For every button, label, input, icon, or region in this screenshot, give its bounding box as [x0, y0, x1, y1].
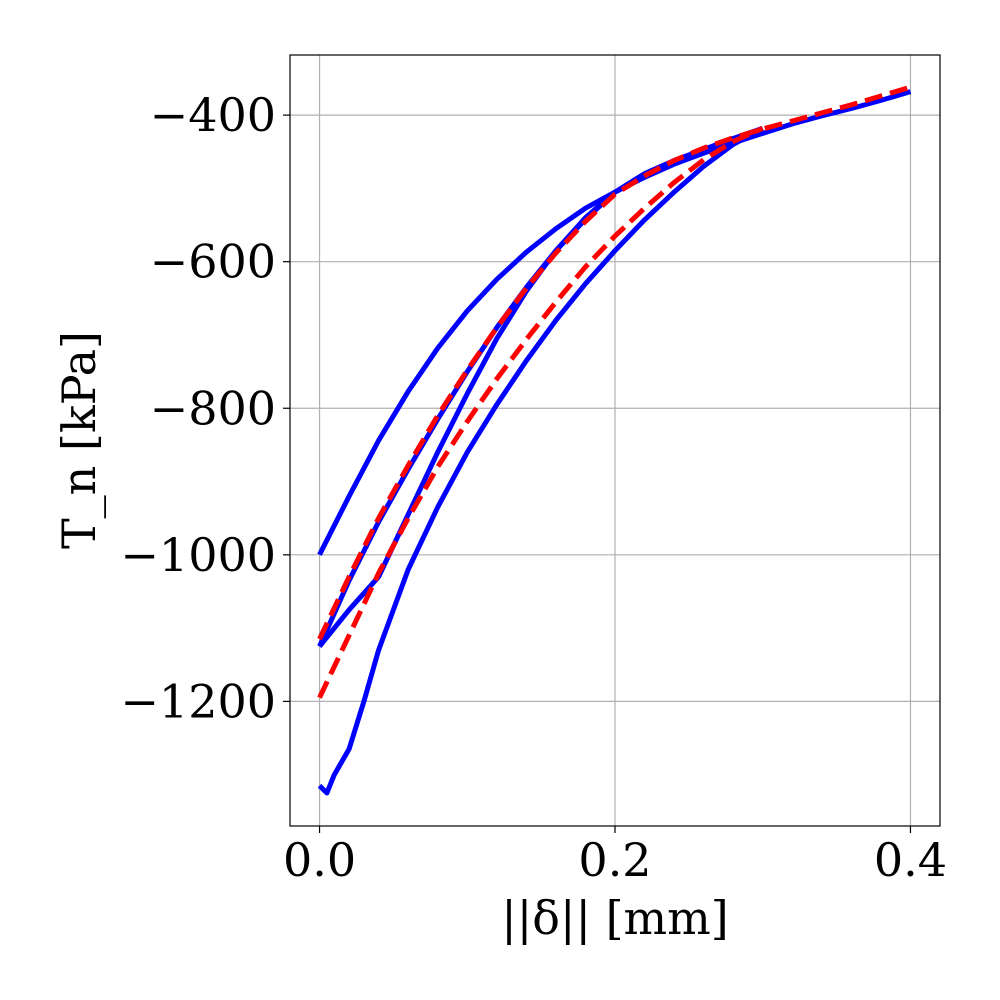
x-axis-label: ||δ|| [mm]: [501, 891, 728, 945]
y-axis-label: T_n [kPa]: [52, 331, 106, 549]
x-tick-label: 0.4: [874, 833, 947, 887]
y-tick-label: −1200: [120, 674, 276, 728]
y-tick-label: −400: [150, 88, 276, 142]
x-tick-labels: 0.0 0.2 0.4: [283, 833, 947, 887]
y-tick-label: −600: [150, 235, 276, 289]
blue-series-line: [317, 126, 764, 796]
tick-marks: [283, 114, 912, 833]
y-tick-labels: −400 −600 −800 −1000 −1200: [120, 88, 276, 728]
red-dashed-series-line: [317, 84, 912, 641]
y-tick-label: −1000: [120, 528, 276, 582]
red-dashed-series-line: [317, 126, 764, 699]
x-tick-label: 0.0: [283, 833, 356, 887]
y-tick-label: −800: [150, 381, 276, 435]
x-tick-label: 0.2: [578, 833, 651, 887]
series-group: [317, 84, 912, 796]
